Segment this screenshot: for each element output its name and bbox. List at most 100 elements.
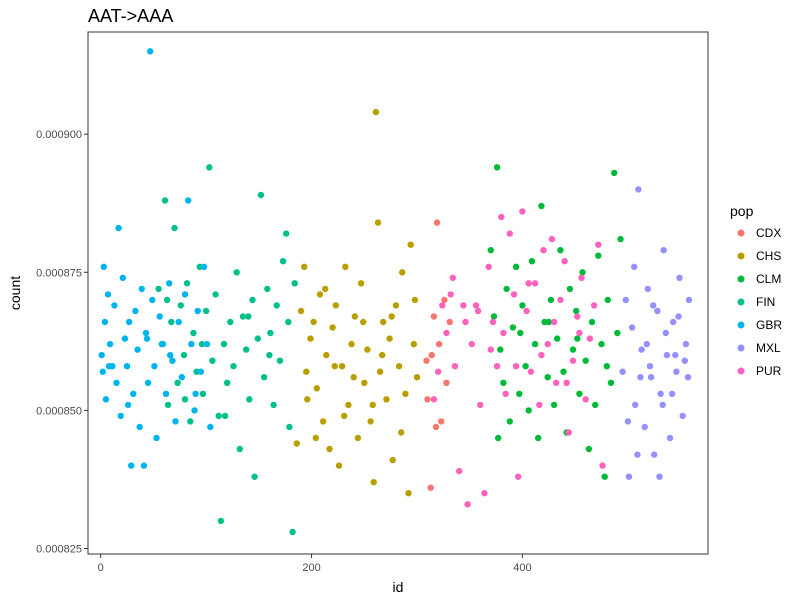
legend-key-clm xyxy=(737,275,745,283)
data-point-mxl xyxy=(646,363,654,370)
data-point-chs xyxy=(350,374,357,381)
data-point-pur xyxy=(527,368,535,375)
data-point-gbr xyxy=(125,318,133,326)
data-point-chs xyxy=(364,346,371,353)
data-point-fin xyxy=(217,517,225,525)
data-point-pur xyxy=(447,291,454,298)
data-point-cdx xyxy=(435,340,443,348)
data-point-fin xyxy=(212,291,219,298)
data-point-pur xyxy=(525,280,532,287)
data-point-clm xyxy=(517,329,524,337)
data-point-pur xyxy=(553,379,560,386)
x-axis-title: id xyxy=(393,579,404,595)
data-point-mxl xyxy=(622,296,629,304)
data-point-clm xyxy=(493,164,501,171)
data-point-chs xyxy=(402,390,409,397)
data-point-fin xyxy=(233,269,240,276)
data-point-pur xyxy=(477,401,484,409)
data-point-clm xyxy=(566,285,574,293)
data-point-cdx xyxy=(428,351,435,359)
data-point-cdx xyxy=(433,219,441,226)
legend-label-pur: PUR xyxy=(756,364,782,378)
data-point-gbr xyxy=(130,390,137,397)
data-point-gbr xyxy=(191,407,198,414)
data-point-fin xyxy=(180,351,188,359)
legend-label-chs: CHS xyxy=(756,249,781,263)
y-tick-label: 0.000850 xyxy=(36,405,82,417)
data-point-mxl xyxy=(643,340,650,348)
data-point-gbr xyxy=(119,274,127,281)
data-point-clm xyxy=(525,407,532,414)
data-point-chs xyxy=(322,285,329,293)
data-point-fin xyxy=(260,374,268,381)
data-point-clm xyxy=(528,258,536,265)
data-point-gbr xyxy=(172,418,179,425)
data-point-clm xyxy=(519,302,526,309)
data-point-mxl xyxy=(628,324,636,331)
data-point-pur xyxy=(574,313,581,320)
y-axis: 0.000825 0.000850 0.000875 0.000900 xyxy=(36,129,88,555)
data-point-pur xyxy=(481,490,488,497)
data-point-clm xyxy=(550,401,558,409)
data-point-fin xyxy=(245,313,252,320)
data-point-cdx xyxy=(427,484,434,491)
data-point-fin xyxy=(215,412,222,420)
data-point-pur xyxy=(523,307,530,315)
data-point-clm xyxy=(595,252,602,259)
data-point-gbr xyxy=(136,423,143,431)
data-point-pur xyxy=(586,335,594,342)
data-point-chs xyxy=(335,462,343,469)
data-point-cdx xyxy=(441,296,448,304)
data-point-gbr xyxy=(175,318,182,326)
data-point-clm xyxy=(588,318,596,326)
data-point-chs xyxy=(374,219,382,226)
data-point-clm xyxy=(545,318,552,326)
data-point-clm xyxy=(582,357,589,364)
data-point-clm xyxy=(557,247,564,254)
data-point-clm xyxy=(601,473,608,480)
data-point-pur xyxy=(451,363,459,370)
data-point-fin xyxy=(239,313,247,320)
data-point-gbr xyxy=(166,280,173,287)
data-point-chs xyxy=(307,335,314,342)
data-point-mxl xyxy=(666,434,674,442)
data-point-fin xyxy=(187,418,194,425)
data-point-mxl xyxy=(675,313,682,320)
data-point-clm xyxy=(592,401,599,409)
data-point-chs xyxy=(351,313,358,320)
data-point-chs xyxy=(354,434,362,442)
data-point-chs xyxy=(367,418,374,425)
data-point-pur xyxy=(498,213,505,221)
data-point-chs xyxy=(383,396,390,403)
data-point-clm xyxy=(506,418,513,425)
data-point-pur xyxy=(599,462,606,469)
data-point-pur xyxy=(472,302,480,309)
data-point-fin xyxy=(177,302,184,309)
data-point-chs xyxy=(319,418,327,425)
data-point-pur xyxy=(493,363,501,370)
data-point-mxl xyxy=(650,302,657,309)
data-point-fin xyxy=(246,396,253,403)
legend-key-fin xyxy=(737,298,745,306)
data-point-fin xyxy=(181,396,189,403)
data-point-fin xyxy=(202,307,210,315)
data-point-fin xyxy=(221,412,229,420)
data-point-chs xyxy=(411,296,419,304)
legend: pop CDX CHS CLM FIN GBR MXL PUR xyxy=(730,203,782,378)
data-point-gbr xyxy=(132,307,139,315)
data-point-fin xyxy=(206,164,213,171)
data-point-clm xyxy=(617,235,624,243)
data-point-chs xyxy=(304,396,311,403)
data-point-pur xyxy=(430,396,438,403)
plot-panel xyxy=(87,31,709,555)
data-point-cdx xyxy=(446,318,453,326)
data-point-pur xyxy=(561,258,568,265)
data-point-gbr xyxy=(111,302,118,309)
data-point-pur xyxy=(449,274,456,281)
data-point-fin xyxy=(220,340,228,348)
data-point-pur xyxy=(550,318,558,326)
data-point-mxl xyxy=(625,473,633,480)
data-point-cdx xyxy=(443,379,450,386)
data-point-pur xyxy=(536,401,543,409)
data-point-chs xyxy=(407,241,414,248)
